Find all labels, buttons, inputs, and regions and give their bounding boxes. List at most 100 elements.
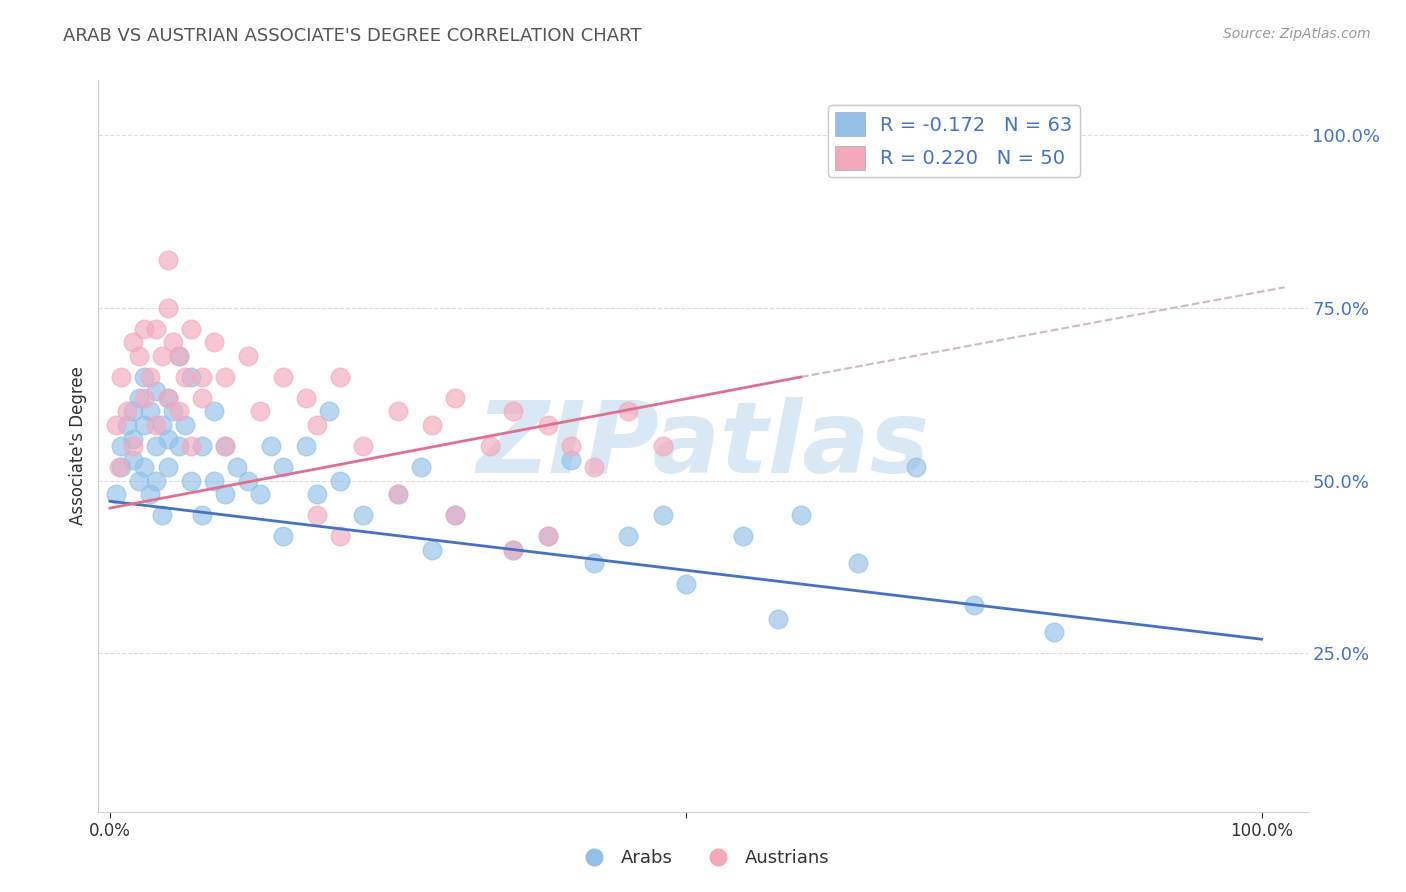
Point	[444, 391, 467, 405]
Point	[162, 335, 184, 350]
Point	[180, 474, 202, 488]
Point	[145, 474, 167, 488]
Point	[122, 404, 145, 418]
Y-axis label: Associate's Degree: Associate's Degree	[69, 367, 87, 525]
Point	[167, 349, 190, 363]
Point	[139, 370, 162, 384]
Legend: R = -0.172   N = 63, R = 0.220   N = 50: R = -0.172 N = 63, R = 0.220 N = 50	[828, 104, 1080, 178]
Point	[329, 474, 352, 488]
Point	[790, 508, 813, 522]
Point	[214, 487, 236, 501]
Text: Source: ZipAtlas.com: Source: ZipAtlas.com	[1223, 27, 1371, 41]
Point	[150, 418, 173, 433]
Point	[225, 459, 247, 474]
Point	[104, 487, 127, 501]
Point	[271, 459, 294, 474]
Point	[249, 404, 271, 418]
Point	[108, 459, 131, 474]
Point	[156, 432, 179, 446]
Point	[115, 418, 138, 433]
Point	[560, 452, 582, 467]
Point	[110, 370, 132, 384]
Point	[352, 439, 374, 453]
Point	[271, 529, 294, 543]
Point	[156, 391, 179, 405]
Point	[905, 459, 928, 474]
Point	[536, 529, 558, 543]
Point	[162, 404, 184, 418]
Point	[536, 418, 558, 433]
Point	[387, 487, 409, 501]
Point	[145, 321, 167, 335]
Point	[167, 349, 190, 363]
Point	[191, 508, 214, 522]
Point	[422, 542, 444, 557]
Point	[733, 529, 755, 543]
Point	[134, 391, 156, 405]
Point	[134, 321, 156, 335]
Point	[110, 459, 132, 474]
Text: ARAB VS AUSTRIAN ASSOCIATE'S DEGREE CORRELATION CHART: ARAB VS AUSTRIAN ASSOCIATE'S DEGREE CORR…	[63, 27, 641, 45]
Point	[134, 370, 156, 384]
Point	[191, 391, 214, 405]
Point	[617, 404, 640, 418]
Point	[260, 439, 283, 453]
Point	[128, 349, 150, 363]
Point	[236, 349, 259, 363]
Point	[444, 508, 467, 522]
Point	[318, 404, 340, 418]
Point	[766, 611, 789, 625]
Point	[502, 542, 524, 557]
Point	[180, 439, 202, 453]
Point	[409, 459, 432, 474]
Point	[115, 404, 138, 418]
Point	[307, 418, 329, 433]
Point	[202, 474, 225, 488]
Point	[202, 335, 225, 350]
Point	[560, 439, 582, 453]
Point	[582, 557, 605, 571]
Point	[145, 418, 167, 433]
Point	[444, 508, 467, 522]
Point	[422, 418, 444, 433]
Point	[173, 370, 195, 384]
Point	[307, 508, 329, 522]
Point	[139, 404, 162, 418]
Point	[294, 391, 316, 405]
Point	[191, 439, 214, 453]
Point	[502, 404, 524, 418]
Point	[329, 370, 352, 384]
Point	[202, 404, 225, 418]
Point	[675, 577, 697, 591]
Point	[150, 508, 173, 522]
Point	[150, 349, 173, 363]
Point	[156, 252, 179, 267]
Point	[1043, 625, 1066, 640]
Point	[167, 404, 190, 418]
Point	[536, 529, 558, 543]
Point	[104, 418, 127, 433]
Point	[651, 439, 673, 453]
Text: ZIPatlas: ZIPatlas	[477, 398, 929, 494]
Point	[617, 529, 640, 543]
Point	[128, 474, 150, 488]
Point	[167, 439, 190, 453]
Point	[173, 418, 195, 433]
Point	[122, 452, 145, 467]
Point	[236, 474, 259, 488]
Point	[122, 335, 145, 350]
Point	[214, 439, 236, 453]
Point	[180, 321, 202, 335]
Point	[387, 404, 409, 418]
Point	[271, 370, 294, 384]
Point	[134, 459, 156, 474]
Point	[110, 439, 132, 453]
Point	[145, 384, 167, 398]
Point	[294, 439, 316, 453]
Point	[156, 301, 179, 315]
Point	[478, 439, 501, 453]
Point	[962, 598, 984, 612]
Point	[502, 542, 524, 557]
Point	[387, 487, 409, 501]
Point	[249, 487, 271, 501]
